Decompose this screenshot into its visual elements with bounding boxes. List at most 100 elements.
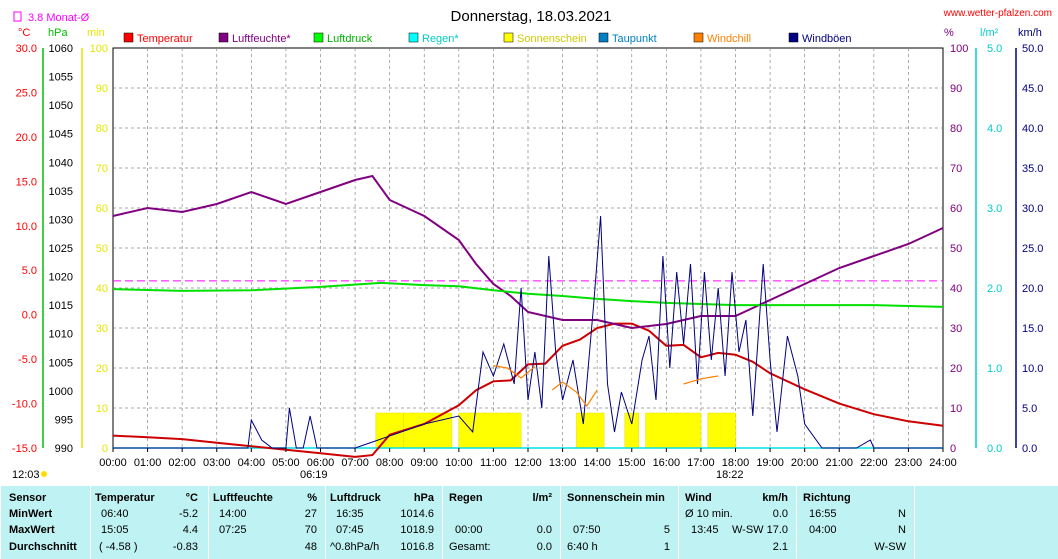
wind-tick-label: 45.0 [1022, 83, 1043, 95]
stats-unit-wind: km/h [762, 492, 788, 504]
x-tick-label: 09:00 [410, 457, 438, 469]
stats-col-humidity: Luftfeuchte % 14:00 27 07:25 70 48 [208, 486, 325, 559]
x-tick-label: 22:00 [860, 457, 888, 469]
legend-label: Regen* [422, 33, 459, 45]
x-tick-label: 12:00 [514, 457, 542, 469]
pressure-max-value: 1018.9 [400, 524, 434, 536]
humidity-tick-label: 50 [950, 243, 962, 255]
x-tick-label: 08:00 [376, 457, 404, 469]
wind-tick-label: 10.0 [1022, 363, 1043, 375]
stats-col-pressure: Luftdruck hPa 16:35 1014.6 07:45 1018.9 … [325, 486, 442, 559]
humidity-tick-label: 100 [950, 43, 968, 55]
series-windben [113, 215, 943, 449]
humidity-tick-label: 70 [950, 163, 962, 175]
stats-header-temp: Temperatur [95, 492, 155, 504]
sun-tick-label: 0 [102, 443, 108, 455]
x-tick-label: 14:00 [583, 457, 611, 469]
monat-label: 3.8 Monat-Ø [28, 12, 90, 24]
legend-swatch [218, 32, 229, 43]
chart-grid [112, 47, 944, 449]
stats-unit-humidity: % [307, 492, 317, 504]
wind-tick-label: 0.0 [1022, 443, 1037, 455]
x-tick-label: 15:00 [618, 457, 646, 469]
sunset-label: 18:22 [716, 469, 744, 481]
rain-tick-label: 3.0 [987, 203, 1002, 215]
pressure-tick-label: 990 [55, 443, 73, 455]
sun-tick-label: 100 [90, 43, 108, 55]
pressure-tick-label: 995 [55, 414, 73, 426]
stats-header-rain: Regen [449, 492, 483, 504]
legend-swatch [693, 32, 704, 43]
humidity-tick-label: 80 [950, 123, 962, 135]
humidity-max-time: 07:25 [219, 524, 247, 536]
pressure-tick-label: 1000 [49, 386, 73, 398]
series-windchill [493, 365, 536, 379]
sun-tick-label: 50 [96, 243, 108, 255]
stats-col-empty [914, 486, 1058, 559]
sun-tick-label: 80 [96, 123, 108, 135]
sun-tick-label: 10 [96, 403, 108, 415]
humidity-tick-label: 10 [950, 403, 962, 415]
wind-tick-label: 40.0 [1022, 123, 1043, 135]
sun-avg-value: 1 [663, 541, 670, 553]
rain-tick-label: 0.0 [987, 443, 1002, 455]
sun-unit: min [87, 27, 105, 39]
chart-axes: 00:00 01:00 02:00 03:00 04:00 05:00 06:00 07:00… [12, 27, 1044, 469]
stats-panel: Sensor MinWert MaxWert Durchschnitt Temp… [0, 486, 1058, 559]
rain-tick-label: 1.0 [987, 363, 1002, 375]
sunshine-bar [458, 412, 522, 449]
wind-tick-label: 5.0 [1022, 403, 1037, 415]
site-link[interactable]: www.wetter-pfalzen.com [943, 8, 1052, 19]
x-tick-label: 17:00 [687, 457, 715, 469]
pressure-tick-label: 1050 [49, 100, 73, 112]
pressure-tick-label: 1015 [49, 300, 73, 312]
legend-label: Sonnenschein [517, 33, 587, 45]
wind-max-time: 13:45 [691, 524, 719, 536]
temp-tick-label: 5.0 [22, 265, 37, 277]
wind-avg-label: Ø 10 min. [685, 508, 733, 520]
sun-tick-label: 60 [96, 203, 108, 215]
sun-max-time: 07:50 [573, 524, 601, 536]
humidity-tick-label: 0 [950, 443, 956, 455]
pressure-tick-label: 1060 [49, 43, 73, 55]
rain-tick-label: 4.0 [987, 123, 1002, 135]
row-label-max: MaxWert [9, 524, 55, 536]
x-tick-label: 18:00 [722, 457, 750, 469]
humidity-min-time: 14:00 [219, 508, 247, 520]
x-tick-label: 16:00 [653, 457, 681, 469]
pressure-tick-label: 1055 [49, 72, 73, 84]
stats-col-temp: Temperatur °C 06:40 -5.2 15:05 4.4 ( -4.… [90, 486, 208, 559]
temp-avg-value: -0.83 [172, 541, 198, 553]
direction-min-time: 16:55 [809, 508, 837, 520]
pressure-max-time: 07:45 [336, 524, 364, 536]
stats-unit-temp: °C [185, 492, 198, 504]
legend-label: Windchill [707, 33, 751, 45]
wind-tick-label: 15.0 [1022, 323, 1043, 335]
pressure-tick-label: 1005 [49, 357, 73, 369]
wind-tick-label: 35.0 [1022, 163, 1043, 175]
temp-tick-label: 20.0 [16, 132, 37, 144]
weather-chart: 00:00 01:00 02:00 03:00 04:00 05:00 06:00 07:00… [12, 8, 1052, 481]
legend-swatch [408, 32, 419, 43]
legend-label: Luftdruck [327, 33, 373, 45]
row-label-avg: Durchschnitt [9, 541, 77, 553]
rain-unit: l/m² [980, 27, 999, 39]
humidity-unit: % [944, 27, 954, 39]
sun-tick-label: 20 [96, 363, 108, 375]
pressure-tick-label: 1045 [49, 129, 73, 141]
legend-swatch [123, 32, 134, 43]
temp-max-value: 4.4 [182, 524, 198, 536]
x-tick-label: 24:00 [929, 457, 957, 469]
pressure-min-time: 16:35 [336, 508, 364, 520]
legend-label: Taupunkt [612, 33, 657, 45]
humidity-tick-label: 40 [950, 283, 962, 295]
series-windchill [683, 375, 719, 385]
sun-tick-label: 40 [96, 283, 108, 295]
pressure-tick-label: 1030 [49, 214, 73, 226]
stats-header-direction: Richtung [803, 492, 851, 504]
chart-series [112, 174, 944, 458]
stats-col-direction: Richtung 16:55 N 04:00 N W-SW [796, 486, 914, 559]
sunshine-bar [403, 412, 453, 449]
x-tick-label: 02:00 [168, 457, 196, 469]
x-tick-label: 05:00 [272, 457, 300, 469]
